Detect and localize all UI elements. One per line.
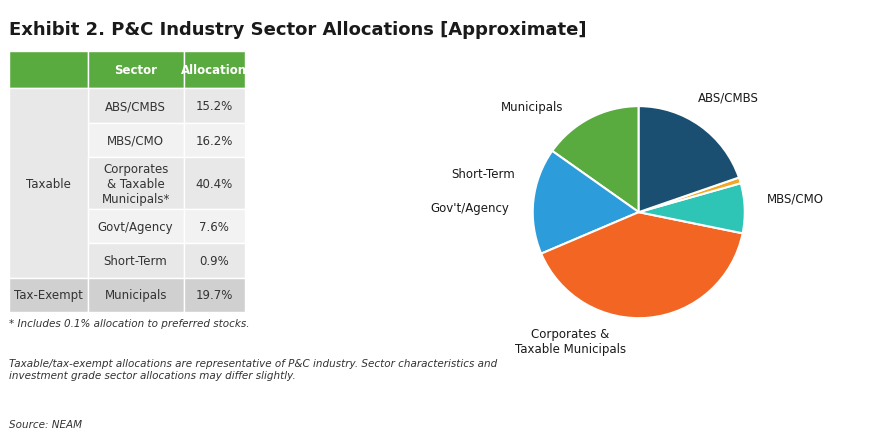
Wedge shape	[639, 107, 739, 213]
Text: Gov't/Agency: Gov't/Agency	[430, 201, 509, 214]
Text: Municipals: Municipals	[104, 289, 167, 302]
Text: Allocation: Allocation	[181, 64, 248, 77]
FancyBboxPatch shape	[9, 89, 88, 278]
Text: 40.4%: 40.4%	[196, 177, 233, 190]
Text: 16.2%: 16.2%	[196, 134, 233, 147]
Text: Sector: Sector	[114, 64, 158, 77]
Text: 15.2%: 15.2%	[196, 100, 233, 113]
Text: Taxable/tax-exempt allocations are representative of P&C industry. Sector charac: Taxable/tax-exempt allocations are repre…	[9, 358, 497, 380]
Wedge shape	[639, 178, 741, 213]
Text: Source: NEAM: Source: NEAM	[9, 419, 82, 429]
FancyBboxPatch shape	[9, 52, 88, 89]
FancyBboxPatch shape	[184, 158, 245, 210]
FancyBboxPatch shape	[88, 278, 184, 312]
FancyBboxPatch shape	[88, 244, 184, 278]
FancyBboxPatch shape	[9, 278, 88, 312]
Text: Municipals: Municipals	[501, 101, 564, 114]
Text: ABS/CMBS: ABS/CMBS	[105, 100, 166, 113]
Text: Tax-Exempt: Tax-Exempt	[14, 289, 82, 302]
FancyBboxPatch shape	[184, 124, 245, 158]
Text: * Includes 0.1% allocation to preferred stocks.: * Includes 0.1% allocation to preferred …	[9, 319, 249, 329]
FancyBboxPatch shape	[88, 52, 184, 89]
Text: Corporates &
Taxable Municipals: Corporates & Taxable Municipals	[514, 327, 626, 355]
Text: Short-Term: Short-Term	[452, 168, 515, 181]
FancyBboxPatch shape	[184, 89, 245, 124]
Text: Corporates
& Taxable
Municipals*: Corporates & Taxable Municipals*	[102, 162, 170, 205]
FancyBboxPatch shape	[88, 158, 184, 210]
FancyBboxPatch shape	[184, 52, 245, 89]
Text: Exhibit 2. P&C Industry Sector Allocations [Approximate]: Exhibit 2. P&C Industry Sector Allocatio…	[9, 21, 586, 39]
FancyBboxPatch shape	[184, 278, 245, 312]
Wedge shape	[533, 151, 639, 254]
Text: Govt/Agency: Govt/Agency	[98, 220, 173, 233]
Text: 0.9%: 0.9%	[200, 254, 229, 267]
Text: MBS/CMO: MBS/CMO	[107, 134, 164, 147]
FancyBboxPatch shape	[88, 89, 184, 124]
Text: 19.7%: 19.7%	[196, 289, 233, 302]
Text: ABS/CMBS: ABS/CMBS	[698, 92, 760, 105]
FancyBboxPatch shape	[88, 124, 184, 158]
FancyBboxPatch shape	[88, 210, 184, 244]
FancyBboxPatch shape	[184, 210, 245, 244]
Wedge shape	[552, 107, 639, 213]
FancyBboxPatch shape	[184, 244, 245, 278]
Text: Taxable: Taxable	[25, 177, 71, 190]
Text: MBS/CMO: MBS/CMO	[767, 192, 824, 205]
Text: 7.6%: 7.6%	[200, 220, 229, 233]
Text: Short-Term: Short-Term	[104, 254, 167, 267]
Wedge shape	[541, 213, 743, 319]
Wedge shape	[639, 184, 745, 234]
